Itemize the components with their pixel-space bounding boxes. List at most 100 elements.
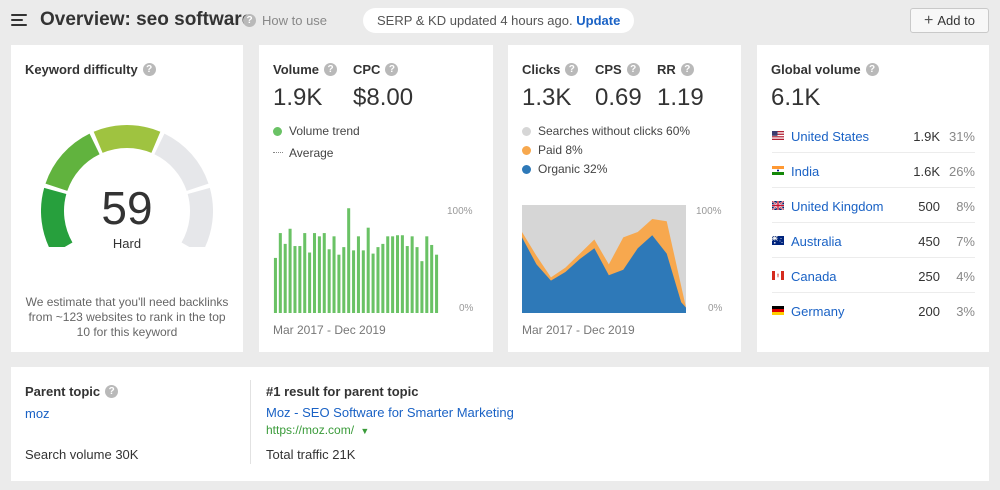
country-link[interactable]: Germany bbox=[791, 304, 845, 319]
country-share: 4% bbox=[956, 269, 975, 284]
country-row: Canada 250 4% bbox=[772, 258, 975, 293]
country-row: India 1.6K 26% bbox=[772, 153, 975, 188]
result-url-text: https://moz.com/ bbox=[266, 423, 355, 437]
keyword-difficulty-title: Keyword difficulty? bbox=[25, 62, 156, 77]
keyword-difficulty-label: Keyword difficulty bbox=[25, 62, 138, 77]
volume-bar bbox=[347, 208, 351, 313]
help-icon: ? bbox=[243, 14, 256, 28]
volume-bar bbox=[332, 236, 336, 313]
country-volume: 500 bbox=[918, 199, 940, 214]
volume-bar bbox=[410, 236, 414, 313]
dotted-line-icon bbox=[273, 152, 283, 153]
country-row: Germany 200 3% bbox=[772, 293, 975, 328]
country-link[interactable]: United States bbox=[791, 129, 870, 144]
legend-dot bbox=[273, 127, 282, 136]
menu-icon[interactable] bbox=[11, 14, 27, 26]
country-row: Australia 450 7% bbox=[772, 223, 975, 258]
country-volume: 200 bbox=[918, 304, 940, 319]
help-icon[interactable]: ? bbox=[385, 63, 399, 77]
volume-bar bbox=[322, 233, 326, 313]
country-share: 8% bbox=[956, 199, 975, 214]
plus-icon: + bbox=[924, 12, 934, 29]
country-share: 26% bbox=[948, 164, 975, 179]
legend-paid: Paid 8% bbox=[522, 143, 583, 157]
country-link[interactable]: India bbox=[791, 164, 820, 179]
volume-bar bbox=[342, 247, 346, 313]
volume-bar bbox=[425, 236, 429, 313]
difficulty-score: 59 bbox=[101, 182, 153, 234]
how-to-use-link[interactable]: ? How to use bbox=[243, 13, 327, 28]
uk-flag-icon bbox=[772, 201, 784, 210]
volume-bar bbox=[298, 246, 302, 313]
legend-dot bbox=[522, 146, 531, 155]
axis-top-label: 100% bbox=[447, 206, 473, 217]
cps-value: 0.69 bbox=[595, 84, 642, 111]
rr-title: RR? bbox=[657, 62, 694, 77]
legend-organic: Organic 32% bbox=[522, 162, 607, 176]
volume-bar bbox=[312, 233, 317, 313]
total-traffic: Total traffic 21K bbox=[266, 447, 356, 462]
volume-bar bbox=[361, 250, 365, 313]
update-notice: SERP & KD updated 4 hours ago. Update bbox=[363, 8, 635, 33]
country-link[interactable]: Australia bbox=[791, 234, 842, 249]
volume-card: Volume? CPC? 1.9K $8.00 Volume trend Ave… bbox=[259, 45, 493, 352]
volume-period: Mar 2017 - Dec 2019 bbox=[273, 323, 386, 337]
clicks-area-chart bbox=[522, 205, 686, 313]
legend-label: Searches without clicks 60% bbox=[538, 124, 691, 138]
organic-area bbox=[522, 235, 686, 313]
divider bbox=[250, 380, 251, 464]
volume-bar bbox=[395, 235, 400, 313]
clicks-label: Clicks bbox=[522, 62, 561, 77]
country-row: United States 1.9K 31% bbox=[772, 118, 975, 153]
clicks-title: Clicks? bbox=[522, 62, 579, 77]
global-volume-title: Global volume? bbox=[771, 62, 879, 77]
legend-dot bbox=[522, 165, 531, 174]
country-volume: 450 bbox=[918, 234, 940, 249]
axis-bottom-label: 0% bbox=[459, 303, 474, 314]
top-result-link[interactable]: Moz - SEO Software for Smarter Marketing bbox=[266, 405, 514, 420]
help-icon[interactable]: ? bbox=[680, 63, 694, 77]
clicks-card: Clicks? CPS? RR? 1.3K 0.69 1.19 Searches… bbox=[508, 45, 741, 352]
volume-bar bbox=[376, 247, 380, 313]
help-icon[interactable]: ? bbox=[105, 385, 119, 399]
difficulty-level: Hard bbox=[112, 236, 142, 251]
volume-bar bbox=[278, 233, 282, 313]
volume-bar bbox=[293, 246, 297, 313]
volume-trend-legend: Volume trend bbox=[273, 124, 360, 138]
volume-bar bbox=[283, 243, 287, 313]
clicks-value: 1.3K bbox=[522, 84, 572, 111]
parent-topic-card: Parent topic? moz Search volume 30K #1 r… bbox=[11, 367, 989, 481]
caret-down-icon[interactable]: ▼ bbox=[360, 426, 370, 436]
gauge-segment bbox=[181, 187, 213, 247]
top-result-url[interactable]: https://moz.com/ ▼ bbox=[266, 423, 369, 437]
page-header: Overview: seo software ? How to use SERP … bbox=[0, 0, 1000, 42]
help-icon[interactable]: ? bbox=[324, 63, 337, 77]
volume-bar bbox=[337, 254, 341, 313]
help-icon[interactable]: ? bbox=[626, 63, 640, 77]
volume-bar bbox=[391, 236, 395, 313]
legend-dot bbox=[522, 127, 531, 136]
country-link[interactable]: Canada bbox=[791, 269, 837, 284]
add-to-button[interactable]: + Add to bbox=[910, 8, 989, 33]
page-title: Overview: seo software bbox=[40, 9, 253, 30]
parent-topic-link[interactable]: moz bbox=[25, 406, 50, 421]
country-link[interactable]: United Kingdom bbox=[791, 199, 884, 214]
volume-bar bbox=[303, 233, 307, 313]
help-icon[interactable]: ? bbox=[565, 63, 579, 77]
country-row: United Kingdom 500 8% bbox=[772, 188, 975, 223]
help-icon[interactable]: ? bbox=[142, 63, 156, 77]
average-label: Average bbox=[289, 146, 334, 160]
volume-bar bbox=[415, 247, 419, 313]
volume-trend-label: Volume trend bbox=[289, 124, 360, 138]
legend-label: Paid 8% bbox=[538, 143, 583, 157]
country-share: 3% bbox=[956, 304, 975, 319]
volume-trend-chart bbox=[273, 208, 439, 313]
update-link[interactable]: Update bbox=[576, 13, 621, 28]
country-share: 31% bbox=[948, 129, 975, 144]
volume-bar bbox=[435, 254, 439, 313]
gauge-segment bbox=[154, 133, 209, 191]
cpc-title: CPC? bbox=[353, 62, 399, 77]
how-to-use-label: How to use bbox=[262, 13, 328, 28]
cps-title: CPS? bbox=[595, 62, 640, 77]
help-icon[interactable]: ? bbox=[865, 63, 879, 77]
